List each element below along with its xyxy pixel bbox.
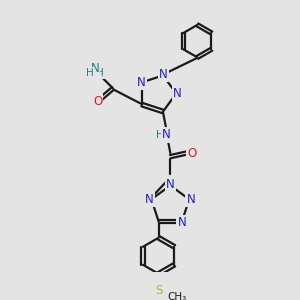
Text: H: H <box>157 130 164 140</box>
Text: O: O <box>187 146 196 160</box>
Text: N: N <box>159 68 167 81</box>
Text: H: H <box>97 68 104 78</box>
Text: CH₃: CH₃ <box>167 292 186 300</box>
Text: N: N <box>91 62 99 75</box>
Text: N: N <box>166 178 175 191</box>
Text: N: N <box>178 216 186 229</box>
Text: O: O <box>93 95 102 108</box>
Text: N: N <box>173 87 182 100</box>
Text: N: N <box>136 76 146 89</box>
Text: N: N <box>187 193 195 206</box>
Text: N: N <box>162 128 171 142</box>
Text: S: S <box>155 284 162 297</box>
Text: H: H <box>85 68 93 78</box>
Text: N: N <box>145 193 154 206</box>
